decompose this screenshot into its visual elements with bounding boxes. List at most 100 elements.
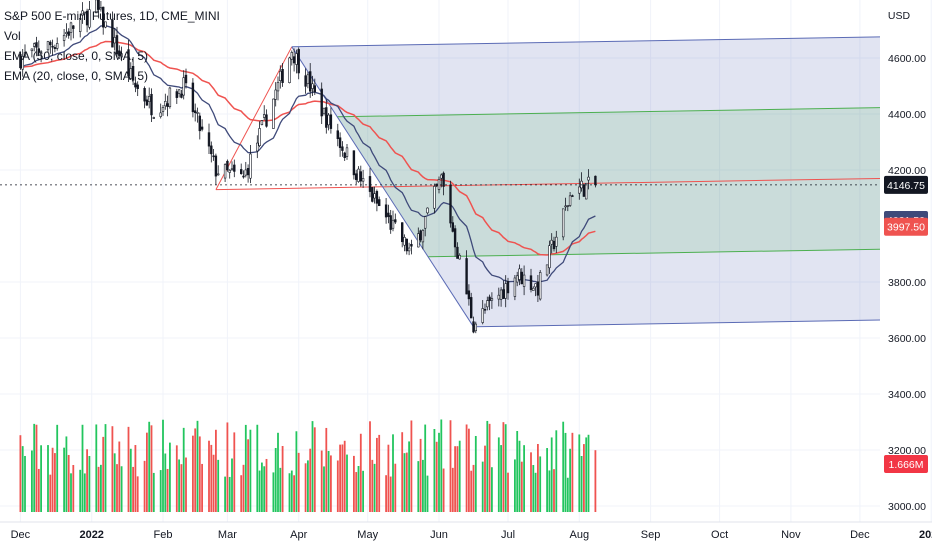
candle-body bbox=[426, 207, 429, 214]
y-tick-label: 3200.00 bbox=[888, 445, 926, 457]
candle-body bbox=[580, 180, 583, 189]
candle-body bbox=[32, 43, 36, 47]
candle-body bbox=[200, 126, 204, 130]
volume-bar bbox=[323, 466, 325, 512]
candle-body bbox=[389, 215, 392, 230]
volume-bar bbox=[578, 434, 581, 512]
candle-body bbox=[19, 54, 22, 69]
candle-body bbox=[164, 101, 167, 107]
candle-body bbox=[83, 11, 87, 14]
candle-body bbox=[520, 271, 524, 285]
volume-bar bbox=[132, 466, 134, 512]
candle-body bbox=[145, 99, 149, 106]
volume-bar bbox=[201, 463, 203, 512]
volume-bar bbox=[484, 445, 486, 512]
candle-body bbox=[102, 6, 105, 28]
candle-body bbox=[182, 77, 185, 96]
candle-body bbox=[548, 245, 551, 269]
volume-bar bbox=[320, 450, 323, 512]
volume-bar bbox=[564, 432, 567, 512]
candle-body bbox=[311, 83, 314, 89]
volume-bar bbox=[553, 469, 555, 512]
candle-body bbox=[433, 186, 436, 209]
volume-bar bbox=[277, 432, 279, 512]
candle-body bbox=[483, 308, 487, 311]
legend-vol[interactable]: Vol bbox=[4, 29, 21, 43]
candle-body bbox=[212, 155, 215, 158]
x-tick-label: Sep bbox=[641, 529, 661, 541]
volume-bar bbox=[281, 446, 284, 512]
volume-bar bbox=[339, 444, 341, 512]
candle-body bbox=[587, 176, 590, 181]
volume-bar bbox=[357, 466, 360, 512]
volume-bar bbox=[474, 435, 477, 512]
volume-bar bbox=[534, 472, 537, 512]
candle-body bbox=[228, 169, 231, 173]
candle-body bbox=[361, 178, 365, 182]
pitchfork-outer-fill bbox=[291, 36, 880, 327]
candle-body bbox=[272, 98, 275, 129]
legend-ema20[interactable]: EMA (20, close, 0, SMA, 5) bbox=[4, 69, 149, 83]
volume-bar bbox=[387, 444, 390, 512]
volume-bar bbox=[449, 420, 452, 512]
volume-bar bbox=[148, 421, 151, 512]
volume-bar bbox=[470, 470, 473, 512]
volume-bar bbox=[208, 440, 210, 512]
candle-body bbox=[53, 47, 57, 49]
volume-bar bbox=[51, 447, 54, 512]
volume-bar bbox=[571, 432, 574, 512]
candle-body bbox=[486, 300, 489, 308]
candle-body bbox=[566, 205, 570, 207]
y-tick-label: 3600.00 bbox=[888, 333, 926, 345]
candle-body bbox=[371, 187, 374, 202]
volume-bar bbox=[215, 429, 217, 512]
volume-bar bbox=[159, 470, 162, 512]
candle-body bbox=[453, 228, 457, 248]
candle-body bbox=[345, 147, 349, 157]
candle-body bbox=[384, 204, 388, 218]
candle-body bbox=[555, 236, 558, 247]
pitchfork-inner-fill bbox=[337, 107, 881, 257]
candle-body bbox=[403, 237, 406, 246]
volume-bar bbox=[256, 424, 259, 512]
candle-body bbox=[518, 268, 521, 280]
volume-bar bbox=[226, 422, 229, 512]
volume-bar bbox=[355, 472, 358, 512]
volume-bar bbox=[192, 435, 194, 512]
legend: S&P 500 E-mini Futures, 1D, CME_MINI Vol… bbox=[4, 6, 220, 86]
candle-body bbox=[129, 68, 132, 79]
candle-body bbox=[421, 230, 425, 243]
volume-bar bbox=[394, 463, 397, 512]
x-tick-label: Oct bbox=[711, 529, 728, 541]
y-tick-label: 4400.00 bbox=[888, 109, 926, 121]
volume-bar bbox=[104, 424, 107, 512]
volume-bar bbox=[555, 430, 558, 512]
candle-body bbox=[175, 91, 178, 98]
volume-bar bbox=[63, 447, 65, 512]
last-price-label: 4146.75 bbox=[887, 180, 925, 192]
volume-bar bbox=[297, 452, 300, 512]
candle-body bbox=[529, 275, 533, 290]
volume-bar bbox=[261, 462, 263, 512]
volume-bar bbox=[438, 432, 440, 512]
volume-bar bbox=[569, 448, 571, 512]
volume-bar bbox=[313, 427, 316, 512]
candle-body bbox=[375, 191, 379, 204]
volume-bar bbox=[175, 445, 178, 512]
candle-body bbox=[148, 96, 151, 102]
volume-bar bbox=[530, 452, 532, 512]
legend-ema50[interactable]: EMA (50, close, 0, SMA, 5) bbox=[4, 49, 149, 63]
volume-bar bbox=[231, 458, 233, 512]
candle-body bbox=[449, 184, 452, 224]
candle-body bbox=[46, 41, 50, 51]
volume-bar bbox=[343, 440, 346, 512]
candle-body bbox=[62, 34, 66, 41]
candle-body bbox=[111, 19, 114, 48]
candle-body bbox=[306, 74, 310, 85]
volume-bar bbox=[486, 420, 489, 512]
volume-bar bbox=[162, 419, 164, 512]
candle-body bbox=[249, 153, 252, 179]
volume-bar bbox=[272, 472, 275, 512]
